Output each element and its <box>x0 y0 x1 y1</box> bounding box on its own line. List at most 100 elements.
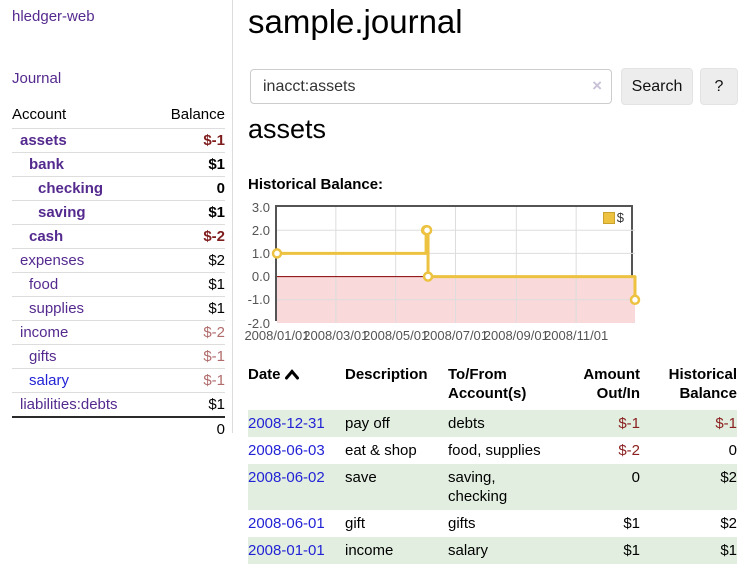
sidebar-item-journal[interactable]: Journal <box>12 70 62 87</box>
register-header-row: Date Description To/From Account(s) Amou… <box>248 362 737 410</box>
sidebar-account-supplies[interactable]: supplies <box>29 300 85 317</box>
search-input[interactable] <box>250 69 612 104</box>
sidebar-account-assets[interactable]: assets <box>20 132 67 149</box>
page-title: sample.journal <box>248 3 463 40</box>
account-row: checking 0 <box>12 176 225 201</box>
register-amount: $-2 <box>618 442 640 459</box>
register-accounts: salary <box>448 542 489 559</box>
register-row: 2008-12-31 pay off debts $-1 $-1 <box>248 410 737 437</box>
account-balance: $2 <box>152 248 225 273</box>
account-balance: $-1 <box>152 344 225 369</box>
chart-title: Historical Balance: <box>248 176 384 193</box>
search-button[interactable]: Search <box>621 68 693 105</box>
col-accounts: To/From Account(s) <box>448 366 527 402</box>
chart-plot-area: $ <box>271 205 641 323</box>
register-date-link[interactable]: 2008-06-02 <box>248 469 325 486</box>
sidebar-account-salary[interactable]: salary <box>29 372 70 389</box>
y-axis-tick-label: 0.0 <box>251 269 270 285</box>
register-table: Date Description To/From Account(s) Amou… <box>248 362 737 564</box>
sidebar-account-expenses[interactable]: expenses <box>20 252 85 269</box>
account-row: saving $1 <box>12 200 225 225</box>
y-axis-tick-label: 1.0 <box>251 245 270 261</box>
account-row: income $-2 <box>12 320 225 345</box>
sidebar-account-cash[interactable]: cash <box>29 228 64 245</box>
col-description: Description <box>345 366 428 383</box>
account-row: liabilities:debts $1 <box>12 392 225 417</box>
account-balance: $-1 <box>152 128 225 153</box>
sidebar-account-saving[interactable]: saving <box>38 204 86 221</box>
account-balance: $1 <box>152 272 225 297</box>
x-axis-tick-label: 2008/11/01 <box>544 328 609 343</box>
register-date-link[interactable]: 2008-01-01 <box>248 542 325 559</box>
balance-chart: $ 3.0 2.0 1.0 0.0 -1.0 -2.0 2008/01/01 2008/03/… <box>240 199 644 350</box>
account-row: bank $1 <box>12 152 225 177</box>
sidebar-account-income[interactable]: income <box>20 324 69 341</box>
account-row: assets $-1 <box>12 128 225 153</box>
account-balance: $1 <box>152 200 225 225</box>
account-balance: $1 <box>152 152 225 177</box>
register-description: pay off <box>345 415 390 432</box>
accounts-header-balance: Balance <box>170 106 225 123</box>
account-balance: $1 <box>152 392 225 417</box>
account-balance: $-2 <box>152 320 225 345</box>
register-amount: $-1 <box>618 415 640 432</box>
register-accounts: gifts <box>448 515 476 532</box>
legend-swatch-icon <box>602 211 615 224</box>
col-balance: Historical Balance <box>668 366 737 402</box>
register-balance: $-1 <box>715 415 737 432</box>
register-balance: $2 <box>720 515 737 532</box>
clear-search-icon[interactable]: × <box>592 76 602 95</box>
sidebar-account-food[interactable]: food <box>29 276 59 293</box>
account-row: food $1 <box>12 272 225 297</box>
register-accounts: food, supplies <box>448 442 541 459</box>
sidebar-account-liabilities-debts[interactable]: liabilities:debts <box>20 396 118 413</box>
y-axis-tick-label: -2.0 <box>247 315 270 331</box>
y-axis-tick-label: 3.0 <box>251 199 270 215</box>
x-axis-tick-label: 2008/09/01 <box>483 328 549 343</box>
register-description: eat & shop <box>345 442 417 459</box>
accounts-header-row: Account Balance <box>12 103 225 129</box>
col-amount: Amount Out/In <box>583 366 640 402</box>
register-date-link[interactable]: 2008-06-03 <box>248 442 325 459</box>
x-axis-tick-label: 2008/01/01 <box>244 328 310 343</box>
search-bar: × Search ? <box>248 68 742 106</box>
accounts-header-account: Account <box>12 106 67 123</box>
register-description: income <box>345 542 394 559</box>
sidebar-account-gifts[interactable]: gifts <box>29 348 57 365</box>
chart-legend: $ <box>601 210 625 225</box>
register-amount: $1 <box>623 515 640 532</box>
main-content: sample.journal × Search ? assets Histori… <box>244 0 742 582</box>
register-description: save <box>345 469 377 486</box>
register-row: 2008-06-01 gift gifts $1 $2 <box>248 510 737 537</box>
account-title: assets <box>248 114 327 144</box>
sidebar-account-checking[interactable]: checking <box>38 180 104 197</box>
accounts-total-spacer <box>12 416 153 441</box>
account-balance: $-1 <box>152 368 225 393</box>
register-row: 2008-06-03 eat & shop food, supplies $-2 0 <box>248 437 737 464</box>
account-balance: $1 <box>152 296 225 321</box>
legend-label: $ <box>616 210 624 225</box>
account-row: gifts $-1 <box>12 344 225 369</box>
sort-ascending-icon <box>284 369 299 380</box>
col-date[interactable]: Date <box>248 362 345 410</box>
register-balance: 0 <box>728 442 737 459</box>
register-amount: $1 <box>623 542 640 559</box>
account-balance: $-2 <box>152 224 225 249</box>
register-amount: 0 <box>631 469 640 486</box>
app-title-link[interactable]: hledger-web <box>12 8 95 25</box>
account-row: expenses $2 <box>12 248 225 273</box>
x-axis-tick-label: 2008/07/01 <box>422 328 489 343</box>
register-balance: $1 <box>720 542 737 559</box>
register-description: gift <box>345 515 366 532</box>
register-accounts: saving, checking <box>448 469 508 505</box>
x-axis-tick-label: 2008/03/01 <box>303 328 369 343</box>
y-axis-tick-label: -1.0 <box>247 292 270 308</box>
register-date-link[interactable]: 2008-06-01 <box>248 515 325 532</box>
sidebar: hledger-web Journal Account Balance asse… <box>0 0 233 441</box>
register-accounts: debts <box>448 415 485 432</box>
help-button[interactable]: ? <box>700 68 738 105</box>
sidebar-account-bank[interactable]: bank <box>29 156 65 173</box>
y-axis-tick-label: 2.0 <box>251 222 270 238</box>
register-date-link[interactable]: 2008-12-31 <box>248 415 325 432</box>
